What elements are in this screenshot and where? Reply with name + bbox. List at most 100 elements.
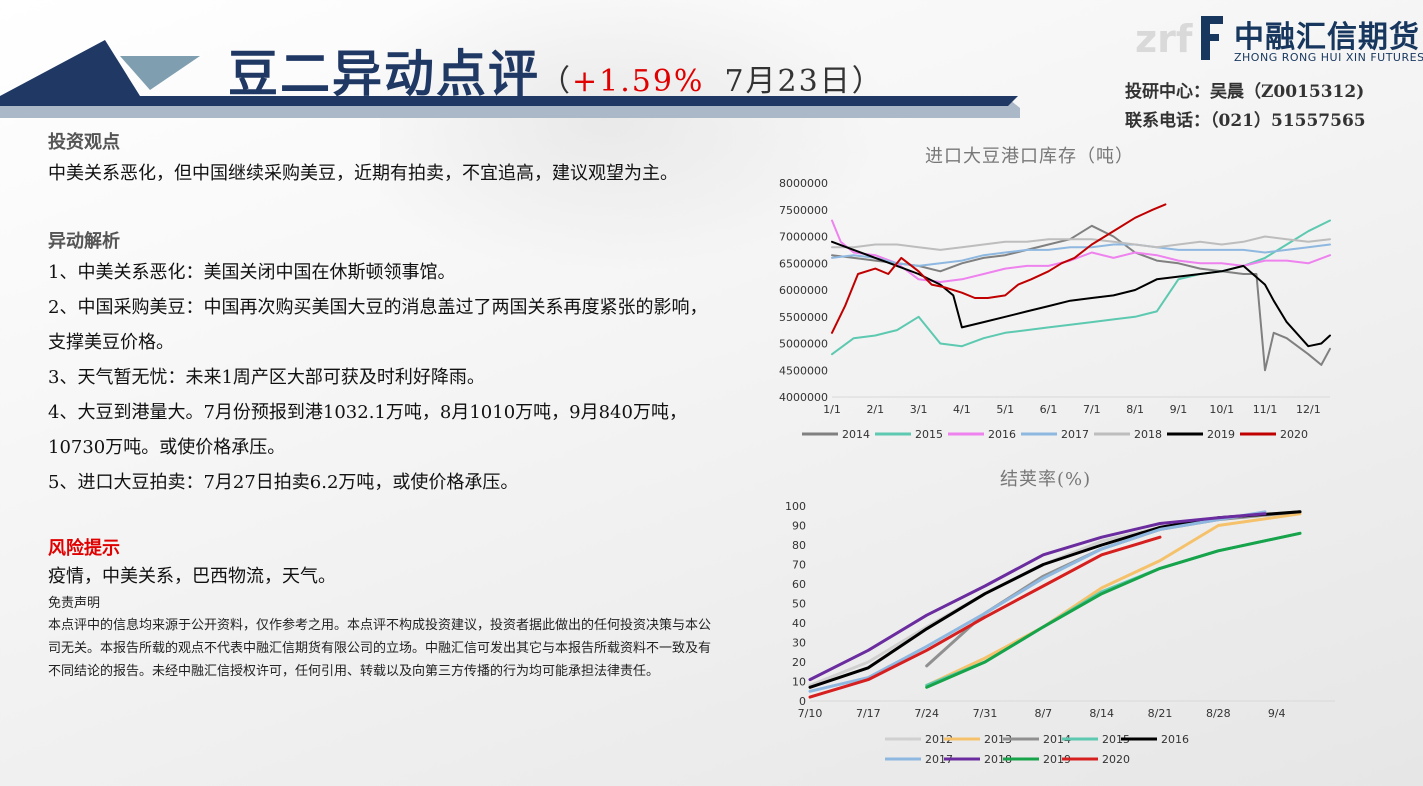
x-tick-label: 8/14: [1089, 707, 1114, 720]
y-tick-label: 4500000: [779, 364, 828, 377]
legend-label: 2019: [1207, 428, 1235, 441]
y-tick-label: 0: [799, 695, 806, 708]
y-tick-label: 40: [792, 617, 806, 630]
page-title: 豆二异动点评（+1.59% 7月23日）: [228, 44, 884, 112]
x-tick-label: 5/1: [996, 403, 1014, 416]
banner-light-triangle: [120, 56, 200, 90]
x-tick-label: 3/1: [910, 403, 928, 416]
analysis-item: 3、天气暂无忧：未来1周产区大部可获及时利好降雨。: [48, 367, 485, 388]
inventory-chart: 4000000 4500000 5000000 5500000 6000000 65000…: [779, 177, 1331, 441]
legend-label: 2016: [988, 428, 1016, 441]
x-tick-label: 8/28: [1206, 707, 1231, 720]
title-main: 豆二异动点评: [228, 44, 540, 103]
x-tick-label: 8/7: [1034, 707, 1052, 720]
analysis-item: 2、中国采购美豆：中国再次购买美国大豆的消息盖过了两国关系再度紧张的影响，支撑美…: [48, 297, 708, 353]
risk-text: 疫情，中美关系，巴西物流，天气。: [48, 566, 336, 587]
analysis-item: 1、中美关系恶化：美国关闭中国在休斯顿领事馆。: [48, 262, 456, 283]
y-tick-label: 20: [792, 656, 806, 669]
title-paren-close: ）: [851, 64, 884, 99]
y-tick-label: 7000000: [779, 231, 828, 244]
series-line-2019: [925, 531, 1302, 689]
x-tick-label: 9/1: [1170, 403, 1188, 416]
legend-label: 2020: [1280, 428, 1308, 441]
y-tick-label: 10: [792, 676, 806, 689]
x-tick-label: 7/1: [1083, 403, 1101, 416]
series-line-2016: [808, 510, 1302, 689]
y-tick-label: 100: [785, 500, 806, 513]
podding-chart-title: 结荚率(%): [1000, 469, 1092, 490]
x-tick-label: 6/1: [1040, 403, 1058, 416]
series-line-2017: [831, 243, 1331, 267]
contact-phone: 联系电话：（021）51557565: [1125, 111, 1366, 131]
legend-label: 2013: [984, 733, 1012, 746]
brand-name-en: ZHONG RONG HUI XIN FUTURES: [1234, 51, 1423, 64]
series-line-2020: [808, 535, 1162, 699]
y-tick-label: 60: [792, 578, 806, 591]
y-tick-label: 30: [792, 637, 806, 650]
x-tick-label: 8/21: [1148, 707, 1173, 720]
x-tick-label: 7/10: [798, 707, 823, 720]
contact-researcher: 投研中心：吴晨（Z0015312): [1125, 82, 1365, 102]
brand-name-cn: 中融汇信期货: [1234, 20, 1420, 55]
legend-label: 2016: [1161, 733, 1189, 746]
inventory-chart-title: 进口大豆港口库存（吨）: [925, 146, 1134, 167]
x-tick-label: 9/4: [1268, 707, 1286, 720]
legend-label: 2019: [1043, 753, 1071, 766]
y-tick-label: 6000000: [779, 284, 828, 297]
zrf-logo-icon: zrf: [1135, 16, 1223, 61]
x-tick-label: 7/24: [914, 707, 939, 720]
x-tick-label: 1/1: [823, 403, 841, 416]
contact-info: 投研中心：吴晨（Z0015312) 联系电话：（021）51557565: [1125, 78, 1366, 136]
x-tick-label: 7/17: [856, 707, 881, 720]
y-tick-label: 8000000: [779, 177, 828, 190]
world-map-background: [380, 0, 940, 300]
analysis-heading: 异动解析: [48, 231, 120, 252]
y-tick-label: 7500000: [779, 204, 828, 217]
series-line-2020: [831, 203, 1167, 334]
y-tick-label: 5000000: [779, 338, 828, 351]
analysis-item: 4、大豆到港量大。7月份预报到港1032.1万吨，8月1010万吨，9月840万…: [48, 402, 687, 458]
series-line-2017: [808, 510, 1267, 693]
legend-label: 2012: [925, 733, 953, 746]
series-line-2018: [831, 235, 1331, 251]
commentary-column: 投资观点 中美关系恶化，但中国继续采购美豆，近期有拍卖，不宜追高，建议观望为主。…: [48, 128, 723, 683]
legend-label: 2020: [1102, 753, 1130, 766]
x-tick-label: 10/1: [1209, 403, 1234, 416]
series-line-2018: [808, 512, 1267, 682]
y-tick-label: 50: [792, 598, 806, 611]
y-tick-label: 80: [792, 539, 806, 552]
x-tick-label: 8/1: [1126, 403, 1144, 416]
y-tick-label: 70: [792, 559, 806, 572]
legend-label: 2018: [1134, 428, 1162, 441]
legend-label: 2017: [1061, 428, 1089, 441]
report-date: 7月23日: [724, 64, 852, 99]
x-tick-label: 11/1: [1253, 403, 1278, 416]
header-banner: [0, 40, 1020, 118]
x-tick-label: 4/1: [953, 403, 971, 416]
price-change: +1.59%: [572, 64, 705, 99]
risk-heading: 风险提示: [48, 538, 120, 559]
view-text: 中美关系恶化，但中国继续采购美豆，近期有拍卖，不宜追高，建议观望为主。: [48, 163, 678, 184]
x-tick-label: 12/1: [1296, 403, 1321, 416]
x-tick-label: 2/1: [866, 403, 884, 416]
x-tick-label: 7/31: [973, 707, 998, 720]
svg-text:zrf: zrf: [1135, 17, 1193, 61]
series-line-2013: [925, 512, 1302, 687]
view-heading: 投资观点: [48, 132, 120, 153]
y-tick-label: 90: [792, 520, 806, 533]
y-tick-label: 6500000: [779, 257, 828, 270]
disclaimer-text: 本点评中的信息均来源于公开资料，仅作参考之用。本点评不构成投资建议，投资者据此做…: [48, 618, 712, 679]
legend-label: 2017: [925, 753, 953, 766]
banner-dark-triangle: [0, 40, 140, 96]
series-line-2014: [831, 224, 1331, 372]
legend-label: 2015: [1102, 733, 1130, 746]
podding-chart: 0 10 20 30 40 50 60 70 80 90 100 7/10 7/17 7/24 7/31 8/…: [785, 500, 1335, 766]
y-tick-label: 5500000: [779, 311, 828, 324]
disclaimer-heading: 免责声明: [48, 596, 101, 611]
legend-label: 2018: [984, 753, 1012, 766]
analysis-item: 5、进口大豆拍卖：7月27日拍卖6.2万吨，或使价格承压。: [48, 472, 519, 493]
title-paren-open: （: [540, 64, 572, 99]
y-tick-label: 4000000: [779, 391, 828, 404]
legend-label: 2014: [1043, 733, 1071, 746]
legend-label: 2014: [842, 428, 870, 441]
